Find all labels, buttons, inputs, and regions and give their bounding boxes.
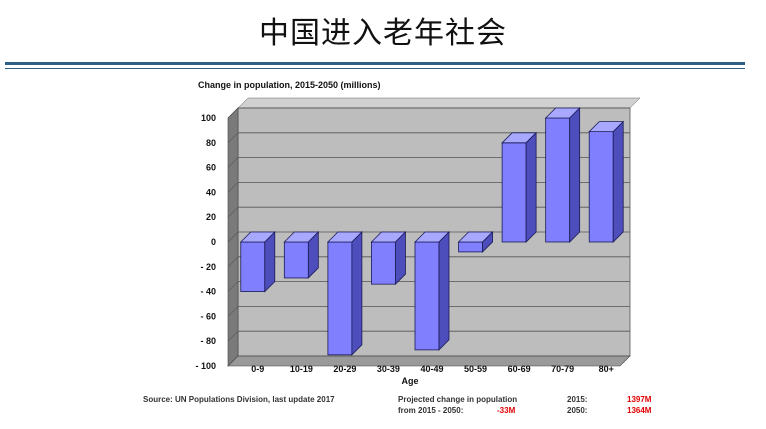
x-tick-label: 40-49 — [420, 364, 443, 374]
x-tick-label: 70-79 — [551, 364, 574, 374]
bar-side — [438, 231, 450, 351]
y-tick-label: 60 — [206, 163, 216, 173]
bar-side — [307, 231, 319, 279]
x-tick-label: 10-19 — [290, 364, 313, 374]
projected-change-label: Projected change in population — [398, 395, 517, 404]
bar-front — [283, 241, 309, 279]
grid-line-side — [227, 355, 239, 367]
bar — [457, 231, 494, 253]
chart-title: Change in population, 2015-2050 (million… — [198, 80, 381, 90]
bar-front — [545, 117, 571, 243]
year-2015-value: 1397M — [627, 395, 652, 404]
bars — [239, 107, 625, 356]
grid-line-side — [227, 256, 239, 268]
grid-line-side — [227, 132, 239, 144]
slide-title: 中国进入老年社会 — [259, 16, 507, 51]
grid-line-side — [227, 157, 239, 168]
y-tick-label: 20 — [206, 212, 216, 222]
bar-side — [351, 231, 363, 356]
y-tick-label: 40 — [206, 187, 216, 197]
grid-line-side — [227, 281, 239, 292]
bar-side — [264, 231, 276, 293]
year-2050-value: 1364M — [627, 406, 652, 415]
bar-front — [458, 241, 483, 253]
bar-side — [482, 231, 493, 253]
x-axis-label: Age — [401, 376, 418, 386]
bar — [239, 231, 276, 293]
year-2050-label: 2050: — [567, 406, 587, 415]
y-tick-label: - 60 — [200, 311, 216, 321]
bar — [326, 231, 363, 356]
y-tick-label: 100 — [201, 113, 216, 123]
bar-side — [612, 120, 624, 243]
grid-line-side — [227, 330, 239, 342]
bar-side — [395, 231, 406, 286]
y-tick-label: - 80 — [200, 336, 216, 346]
bar-front — [501, 142, 527, 243]
bar — [283, 231, 320, 279]
y-tick-label: 80 — [206, 138, 216, 148]
y-tick-labels: 100 80 60 40 20 0 - 20 - 40 - 60 - 80 - 100 — [195, 113, 216, 371]
y-tick-label: 0 — [211, 237, 216, 247]
bar-side — [569, 107, 581, 243]
x-tick-label: 60-69 — [508, 364, 531, 374]
grid-line-side — [227, 231, 239, 243]
grid-line-side — [227, 182, 239, 193]
projected-change-value: -33M — [497, 406, 516, 415]
y-tick-label: - 20 — [200, 262, 216, 272]
grid-line-side — [227, 107, 239, 119]
bar-front — [414, 241, 440, 351]
x-tick-label: 0-9 — [251, 364, 264, 374]
header-rule-thin — [5, 68, 745, 69]
x-tick-labels: 0-9 10-19 20-29 30-39 40-49 50-59 60-69 70-79 80… — [251, 364, 614, 374]
x-tick-label: 50-59 — [464, 364, 487, 374]
grid-line-side — [227, 306, 239, 317]
plot-top-edge — [237, 97, 641, 109]
y-tick-label: - 100 — [195, 361, 216, 371]
x-tick-label: 30-39 — [377, 364, 400, 374]
bar — [414, 231, 450, 351]
bar-front — [588, 131, 614, 243]
y-tick-label: - 40 — [200, 287, 216, 297]
bar — [370, 231, 407, 286]
year-2015-label: 2015: — [567, 395, 587, 404]
bar-front — [327, 241, 353, 356]
bar — [544, 107, 581, 243]
bar — [501, 131, 538, 243]
bar-front — [371, 241, 396, 285]
x-tick-label: 20-29 — [333, 364, 356, 374]
projected-change-period: from 2015 - 2050: — [398, 406, 463, 415]
grid-line-side — [227, 206, 239, 218]
source-note: Source: UN Populations Division, last up… — [143, 395, 335, 404]
header-rule — [5, 62, 745, 65]
bar — [588, 120, 625, 243]
bar-front — [240, 241, 266, 292]
bar-side — [525, 131, 537, 243]
x-tick-label: 80+ — [599, 364, 614, 374]
